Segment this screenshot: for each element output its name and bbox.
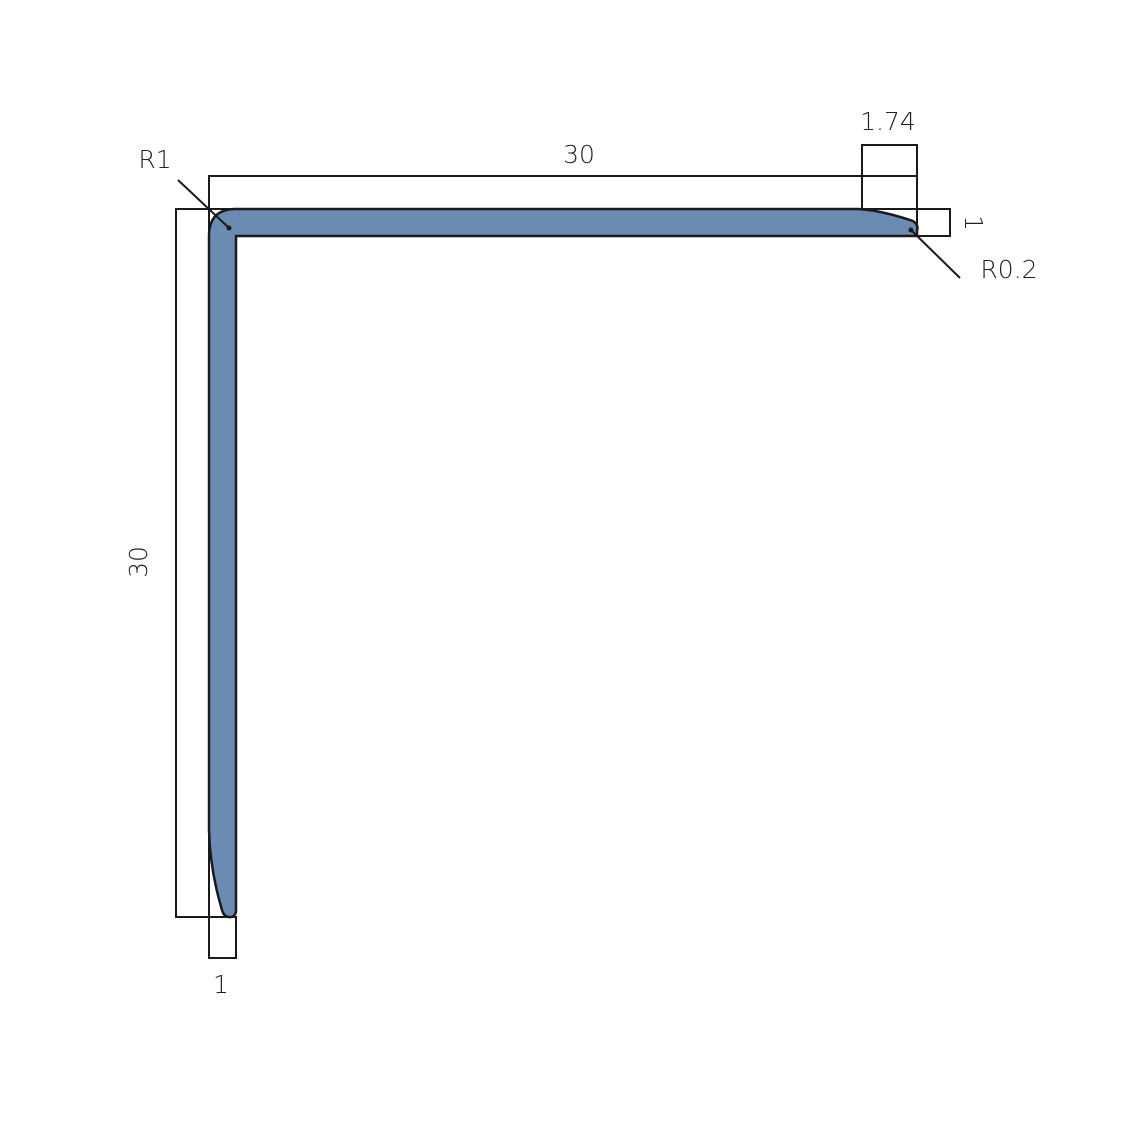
r1-leader-line bbox=[177, 179, 230, 229]
r1-leader-dot bbox=[226, 225, 232, 231]
label-top-thickness: 1 bbox=[959, 215, 988, 231]
bottom-thickness-dimension bbox=[208, 916, 237, 959]
top-thickness-dimension bbox=[916, 208, 951, 237]
label-r1: R1 bbox=[138, 145, 171, 174]
label-left-length: 30 bbox=[124, 546, 153, 578]
label-bottom-thickness: 1 bbox=[213, 970, 229, 999]
label-top-length: 30 bbox=[563, 140, 595, 169]
r02-leader-line bbox=[910, 229, 961, 279]
label-tip-width: 1.74 bbox=[860, 107, 916, 136]
top-length-dimension bbox=[208, 175, 918, 210]
left-length-dimension bbox=[175, 208, 210, 918]
angle-profile-shape bbox=[207, 207, 919, 919]
tip-width-dimension bbox=[861, 144, 918, 210]
label-r02: R0.2 bbox=[980, 255, 1037, 284]
r02-leader-dot bbox=[908, 227, 914, 233]
